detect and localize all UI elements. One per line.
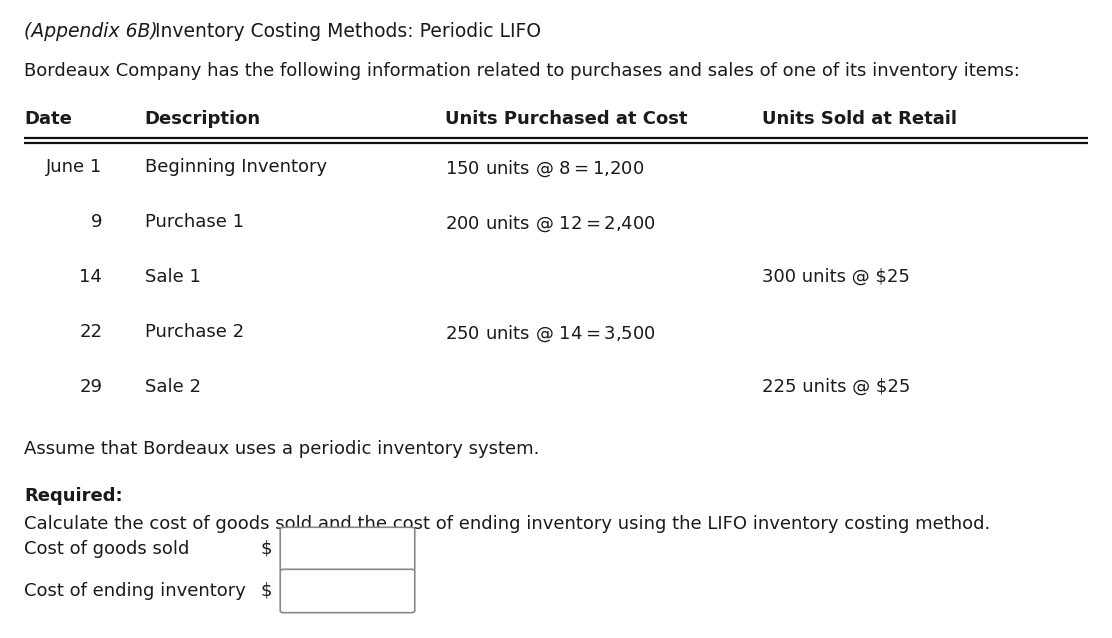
Text: 300 units @ $25: 300 units @ $25 [762,268,910,286]
Text: 225 units @ $25: 225 units @ $25 [762,378,910,396]
Text: Calculate the cost of goods sold and the cost of ending inventory using the LIFO: Calculate the cost of goods sold and the… [24,515,991,533]
Text: $: $ [261,582,272,600]
Text: Date: Date [24,110,72,128]
Text: Sale 1: Sale 1 [145,268,200,286]
Text: $: $ [261,540,272,558]
Text: June 1: June 1 [46,158,102,176]
Text: Description: Description [145,110,260,128]
Text: Beginning Inventory: Beginning Inventory [145,158,327,176]
Text: Units Sold at Retail: Units Sold at Retail [762,110,956,128]
Text: 200 units @ $12 = $2,400: 200 units @ $12 = $2,400 [445,213,656,234]
Text: (Appendix 6B): (Appendix 6B) [24,22,158,41]
Text: Units Purchased at Cost: Units Purchased at Cost [445,110,687,128]
Text: 14: 14 [79,268,102,286]
Text: Cost of ending inventory: Cost of ending inventory [24,582,247,600]
Text: Bordeaux Company has the following information related to purchases and sales of: Bordeaux Company has the following infor… [24,62,1021,80]
Text: 150 units @ $8 = $1,200: 150 units @ $8 = $1,200 [445,158,644,179]
Text: Cost of goods sold: Cost of goods sold [24,540,190,558]
Text: Purchase 1: Purchase 1 [145,213,244,231]
Text: 22: 22 [79,323,102,341]
Text: Sale 2: Sale 2 [145,378,200,396]
Text: Inventory Costing Methods: Periodic LIFO: Inventory Costing Methods: Periodic LIFO [149,22,542,41]
Text: Purchase 2: Purchase 2 [145,323,244,341]
FancyBboxPatch shape [280,528,415,571]
Text: 250 units @ $14 = $3,500: 250 units @ $14 = $3,500 [445,323,656,343]
Text: Assume that Bordeaux uses a periodic inventory system.: Assume that Bordeaux uses a periodic inv… [24,440,539,458]
Text: 9: 9 [91,213,102,231]
Text: 29: 29 [79,378,102,396]
Text: Required:: Required: [24,487,123,505]
FancyBboxPatch shape [280,569,415,612]
